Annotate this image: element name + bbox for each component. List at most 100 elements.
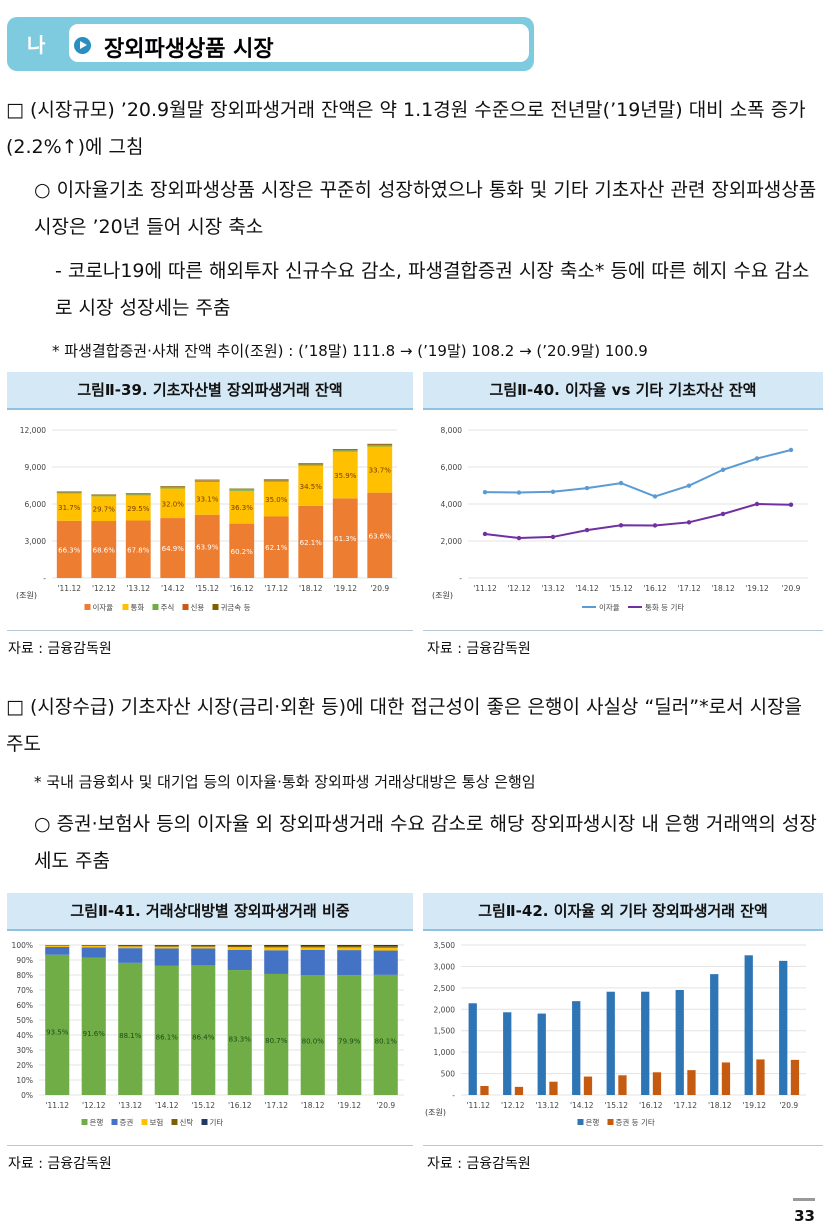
divider bbox=[7, 1145, 413, 1146]
data-point bbox=[754, 456, 760, 461]
bar-segment bbox=[227, 970, 252, 1095]
x-tick-label: '15.12 bbox=[604, 1101, 628, 1110]
bar-segment bbox=[264, 973, 289, 1095]
y-tick-label: 2,000 bbox=[434, 1005, 456, 1014]
x-tick-label: '14.12 bbox=[155, 1101, 179, 1110]
bar-segment bbox=[300, 946, 325, 948]
bar-segment bbox=[373, 945, 398, 947]
y-tick-label: 3,000 bbox=[25, 537, 47, 546]
divider bbox=[7, 630, 413, 631]
bar-segment bbox=[337, 950, 362, 976]
x-tick-label: '15.12 bbox=[195, 584, 219, 593]
bar-segment bbox=[332, 498, 358, 578]
data-point bbox=[720, 467, 726, 472]
bar-segment bbox=[373, 950, 398, 975]
section-title: 장외파생상품 시장 bbox=[104, 37, 274, 62]
x-tick-label: '13.12 bbox=[118, 1101, 142, 1110]
bar-segment bbox=[160, 486, 186, 487]
bar-segment bbox=[194, 480, 220, 482]
bar-segment bbox=[154, 945, 179, 946]
x-tick-label: '18.12 bbox=[301, 1101, 325, 1110]
bar-segment bbox=[298, 464, 324, 466]
bar bbox=[606, 991, 615, 1095]
x-tick-label: '12.12 bbox=[82, 1101, 106, 1110]
legend-label: 보험 bbox=[150, 1118, 164, 1127]
legend-swatch bbox=[212, 604, 219, 610]
x-tick-label: '11.12 bbox=[466, 1101, 490, 1110]
data-label: 35.0% bbox=[265, 496, 288, 504]
bar-segment bbox=[118, 946, 143, 949]
unit-label: (조원) bbox=[425, 1108, 446, 1117]
bar-segment bbox=[227, 947, 252, 950]
figure-41: 그림Ⅱ-41. 거래상대방별 장외파생거래 비중 100% 90% 80% 70% 60… bbox=[7, 893, 413, 1145]
x-tick-label: '17.12 bbox=[264, 584, 288, 593]
bar-segment bbox=[191, 965, 216, 1095]
bar-segment bbox=[125, 493, 151, 494]
y-tick-label: 0% bbox=[21, 1091, 33, 1100]
data-label: 88.1% bbox=[119, 1032, 142, 1040]
bar-segment bbox=[191, 948, 216, 966]
legend-label: 통화 등 기타 bbox=[645, 603, 684, 612]
bar-segment bbox=[229, 523, 255, 578]
y-tick-label: 2,500 bbox=[434, 984, 456, 993]
x-tick-label: '19.12 bbox=[745, 584, 769, 593]
section-number: 나 bbox=[27, 33, 46, 57]
data-label: 80.0% bbox=[302, 1037, 325, 1045]
x-tick-label: '12.12 bbox=[507, 584, 531, 593]
legend-swatch bbox=[152, 604, 159, 610]
y-tick-label: 30% bbox=[16, 1046, 33, 1055]
bar-segment bbox=[367, 492, 393, 578]
x-tick-label: '17.12 bbox=[677, 584, 701, 593]
divider bbox=[423, 630, 823, 631]
bar-segment bbox=[263, 481, 289, 517]
bar-segment bbox=[300, 975, 325, 1095]
legend-label: 기타 bbox=[210, 1118, 224, 1127]
bar bbox=[790, 1059, 800, 1095]
unit-label: (조원) bbox=[432, 591, 453, 600]
data-label: 93.5% bbox=[46, 1029, 69, 1037]
x-tick-label: '14.12 bbox=[161, 584, 185, 593]
data-label: 80.1% bbox=[375, 1037, 398, 1045]
data-label: 66.3% bbox=[58, 546, 81, 554]
y-tick-label: 1,000 bbox=[434, 1048, 456, 1057]
bar-segment bbox=[194, 514, 220, 578]
x-tick-label: '11.12 bbox=[473, 584, 497, 593]
bar-segment bbox=[229, 490, 255, 524]
y-tick-label: - bbox=[459, 574, 462, 583]
y-tick-label: 80% bbox=[16, 971, 33, 980]
bar-segment bbox=[118, 945, 143, 947]
legend-label: 귀금속 등 bbox=[221, 602, 251, 612]
footnote-dls: * 파생결합증권·사채 잔액 추이(조원) : (’18말) 111.8 → (… bbox=[52, 342, 648, 360]
y-tick-label: 50% bbox=[16, 1016, 33, 1025]
figure-41-chart: 100% 90% 80% 70% 60% 50% 40% 30% 20% 10% 0% '11.12 '… bbox=[12, 941, 404, 1127]
bar-segment bbox=[154, 946, 179, 949]
bar-segment bbox=[227, 945, 252, 948]
x-tick-label: '17.12 bbox=[673, 1101, 697, 1110]
play-arrow-icon bbox=[74, 37, 91, 54]
x-tick-label: '20.9 bbox=[779, 1101, 798, 1110]
bar-segment bbox=[118, 945, 143, 946]
y-tick-label: 9,000 bbox=[25, 463, 47, 472]
legend-swatch bbox=[81, 1119, 88, 1125]
bar-segment bbox=[332, 448, 358, 450]
x-tick-label: '17.12 bbox=[264, 1101, 288, 1110]
x-tick-label: '20.9 bbox=[370, 584, 389, 593]
bar-segment bbox=[367, 443, 393, 445]
bar-segment bbox=[91, 495, 117, 497]
data-point bbox=[584, 485, 590, 491]
bar bbox=[744, 955, 753, 1095]
data-point bbox=[516, 490, 522, 495]
legend-label: 증권 bbox=[120, 1118, 134, 1127]
bar-segment bbox=[118, 948, 143, 963]
section-header-inner bbox=[69, 24, 529, 62]
legend-swatch bbox=[84, 604, 91, 610]
bar-segment bbox=[298, 465, 324, 506]
source-41: 자료 : 금융감독원 bbox=[8, 1156, 112, 1172]
y-tick-label: 100% bbox=[12, 941, 33, 950]
figure-42-caption: 그림Ⅱ-42. 이자율 외 기타 장외파생거래 잔액 bbox=[423, 893, 823, 931]
data-point bbox=[652, 494, 658, 499]
x-tick-label: '12.12 bbox=[501, 1101, 525, 1110]
bar-segment bbox=[264, 947, 289, 951]
divider bbox=[423, 1145, 823, 1146]
page-number-bar bbox=[793, 1198, 815, 1201]
